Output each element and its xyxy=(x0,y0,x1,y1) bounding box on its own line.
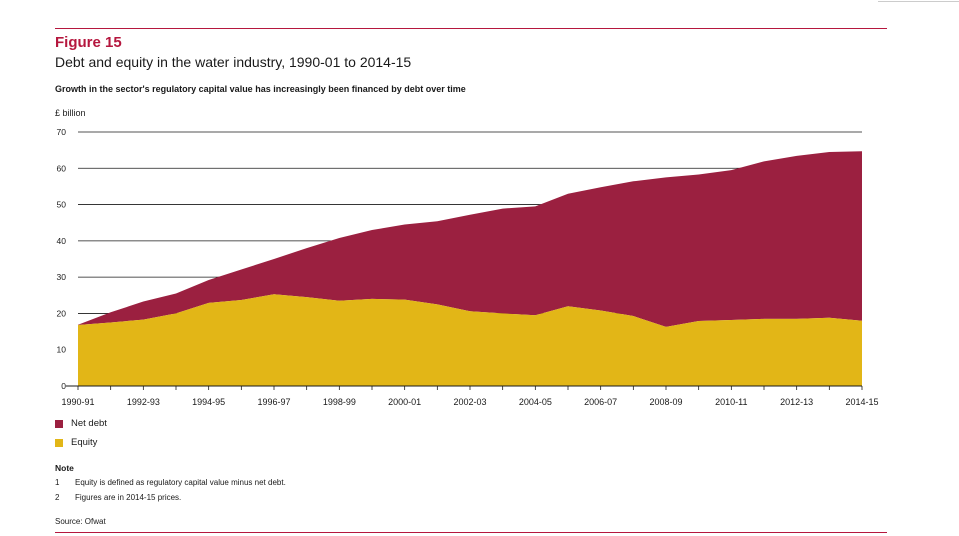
y-axis-label: £ billion xyxy=(55,108,86,118)
legend-swatch-equity xyxy=(55,438,63,447)
x-tick-label: 1992-93 xyxy=(127,397,160,407)
area-equity xyxy=(78,294,862,386)
y-tick-label: 30 xyxy=(57,272,67,282)
x-tick-label: 2008-09 xyxy=(649,397,682,407)
y-tick-label: 40 xyxy=(57,236,67,246)
chart-subtitle: Growth in the sector's regulatory capita… xyxy=(55,84,466,94)
note-item-1: 1 Equity is defined as regulatory capital… xyxy=(55,478,286,487)
x-tick-label: 1990-91 xyxy=(61,397,94,407)
area-net-debt xyxy=(78,151,862,327)
y-tick-label: 50 xyxy=(57,200,67,210)
x-tick-label: 2012-13 xyxy=(780,397,813,407)
x-tick-label: 1996-97 xyxy=(257,397,290,407)
note-text: Figures are in 2014-15 prices. xyxy=(75,493,182,502)
top-right-rule xyxy=(878,1,959,2)
area-chart: £ billion 0 10 20 30 40 50 60 70 1990-91 1992-93 19… xyxy=(55,108,879,407)
legend-item-equity: Equity xyxy=(55,437,97,448)
legend-label-equity: Equity xyxy=(71,437,98,448)
x-tick-label: 2006-07 xyxy=(584,397,617,407)
top-rule xyxy=(55,28,887,29)
legend-item-net-debt: Net debt xyxy=(55,418,107,429)
note-number: 1 xyxy=(55,478,60,487)
x-tick-label: 1994-95 xyxy=(192,397,225,407)
note-number: 2 xyxy=(55,493,60,502)
source-note: Source: Ofwat xyxy=(55,517,106,526)
x-tick-label: 2000-01 xyxy=(388,397,421,407)
y-tick-label: 0 xyxy=(61,381,66,391)
y-tick-label: 60 xyxy=(57,163,67,173)
x-tick-label: 1998-99 xyxy=(323,397,356,407)
y-tick-label: 20 xyxy=(57,308,67,318)
legend-swatch-net-debt xyxy=(55,419,63,428)
note-heading: Note xyxy=(55,463,74,473)
x-tick-label: 2004-05 xyxy=(519,397,552,407)
note-text: Equity is defined as regulatory capital … xyxy=(75,478,286,487)
bottom-rule xyxy=(55,532,887,533)
x-tick-label: 2010-11 xyxy=(715,397,747,407)
figure-label: Figure 15 xyxy=(55,34,122,51)
x-tick-label: 2014-15 xyxy=(845,397,878,407)
y-tick-label: 70 xyxy=(57,127,67,137)
legend-label-net-debt: Net debt xyxy=(71,418,107,429)
y-tick-label: 10 xyxy=(57,345,67,355)
note-item-2: 2 Figures are in 2014-15 prices. xyxy=(55,493,181,502)
x-tick-label: 2002-03 xyxy=(453,397,486,407)
figure-title: Debt and equity in the water industry, 1… xyxy=(55,54,412,70)
